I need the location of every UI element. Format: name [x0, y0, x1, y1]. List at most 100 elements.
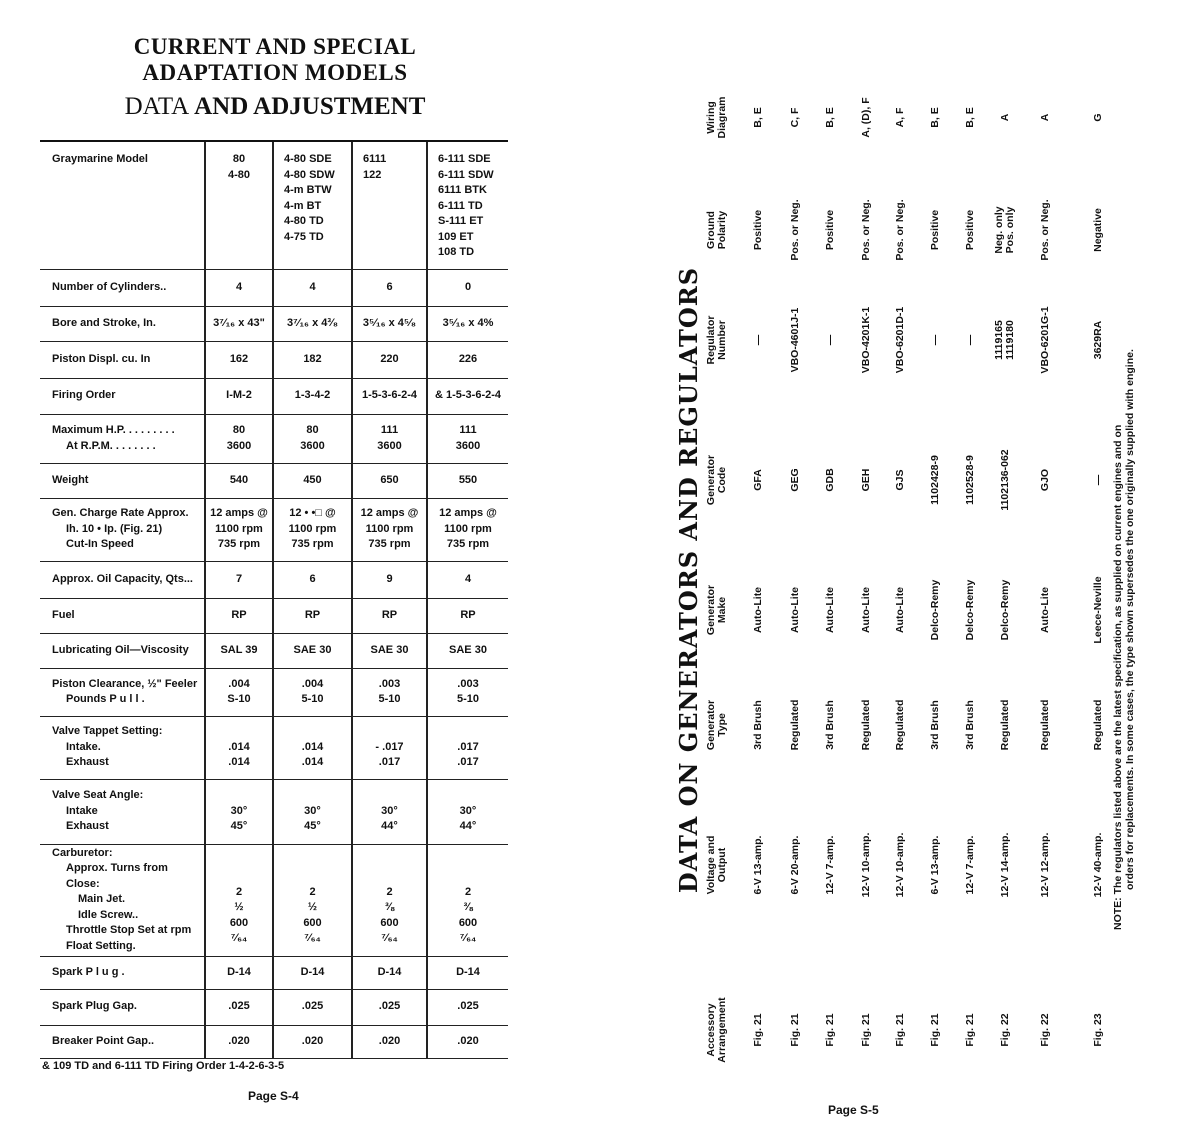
spec-value: & 1-5-3-6-2-4	[426, 377, 508, 414]
cell-line: —	[928, 334, 941, 346]
cell-line: Auto-Lite	[1038, 586, 1051, 634]
cell-line: B, E	[751, 107, 764, 128]
spec-value: 4	[204, 268, 273, 306]
cell-line: 12-V 40-amp.	[1091, 832, 1104, 898]
generator-cell: 6-V 13-amp.	[743, 790, 773, 940]
spec-label-line: Valve Seat Angle:	[52, 789, 144, 802]
spec-value-line: 2	[464, 885, 472, 898]
spec-value: .025	[351, 988, 427, 1025]
spec-value-line: 2	[386, 885, 393, 898]
spec-value-line: 2	[309, 885, 316, 898]
spec-value: 111 3600	[351, 413, 427, 463]
spec-value-line: 182	[303, 352, 322, 365]
spec-value-line: 3600	[300, 439, 325, 452]
spec-value-line: .003	[457, 677, 479, 690]
cell-line: 1119180	[1004, 320, 1016, 360]
spec-value: 80 4-80	[204, 140, 273, 269]
spec-value-line: 226	[458, 352, 478, 365]
cell-line: Pos. or Neg.	[893, 199, 906, 261]
spec-row: Number of Cylinders.. 4 4 6 0	[40, 268, 508, 306]
generator-header-cell: Accessory Arrangement	[702, 950, 732, 1110]
spec-value-line	[274, 724, 351, 740]
generator-cell: Fig. 21	[815, 950, 845, 1110]
spec-value-line	[428, 788, 508, 804]
spec-value-line: D-14	[300, 965, 325, 978]
spec-value-line: 6111 BTK	[438, 184, 487, 196]
generator-cell: Auto-Lite	[780, 550, 810, 670]
generator-row: Fig. 21 12-V 7-amp. 3rd Brush Delco-Remy 110…	[955, 70, 985, 1110]
spec-value-line: 735 rpm	[291, 538, 334, 551]
generator-cell: C, F	[780, 70, 810, 165]
cell-line: Auto-Lite	[751, 586, 764, 634]
spec-value-line: .004	[228, 677, 250, 690]
title-line-2: ADAPTATION MODELS	[142, 60, 408, 85]
spec-value-line: SAL 39	[220, 643, 258, 656]
spec-value-line: D-14	[227, 965, 251, 978]
generator-cell: Fig. 22	[990, 950, 1020, 1110]
spec-value-line: ⅜	[463, 901, 473, 913]
cell-line: Regulated	[1038, 699, 1051, 751]
spec-row: Breaker Point Gap.. .020 .020 .020 .020	[40, 1024, 508, 1059]
cell-line: Regulated	[998, 699, 1011, 751]
spec-value-line: ⁷⁄₆₄	[381, 932, 398, 944]
spec-value-line: ⁷⁄₆₄	[459, 932, 477, 944]
generator-cell: VBO-4601J-1	[780, 270, 810, 410]
generator-cell: Fig. 21	[955, 950, 985, 1110]
generator-cell: Positive	[743, 180, 773, 280]
engine-spec-table: Graymarine Model 80 4-80 4-80 SDE 4-80 SDW 4-…	[40, 140, 508, 1059]
generator-cell: —	[743, 270, 773, 410]
spec-value: 162	[204, 340, 273, 378]
spec-label-line: Firing Order	[52, 389, 116, 402]
cell-line: Make	[716, 596, 728, 624]
spec-value-line: 6	[309, 572, 316, 585]
spec-value-line: 4	[464, 572, 472, 585]
cell-line: C, F	[788, 107, 801, 128]
table-note: NOTE: The regulators listed above are th…	[1112, 230, 1136, 930]
spec-value-line: 4-m BT	[284, 199, 322, 212]
generator-cell: Fig. 21	[743, 950, 773, 1110]
cell-line: Delco-Remy	[963, 579, 976, 641]
footnote: & 109 TD and 6-111 TD Firing Order 1-4-2…	[42, 1060, 285, 1072]
cell-line: 6-V 20-amp.	[788, 835, 801, 895]
spec-value: 220	[351, 340, 427, 378]
spec-value-line: 1100 rpm	[444, 522, 492, 535]
spec-value-line: .004	[301, 677, 324, 690]
generator-cell: Regulated	[780, 660, 810, 790]
spec-value: RP	[204, 597, 273, 633]
spec-value-line: 111	[459, 424, 477, 436]
cell-line: 1102428-9	[928, 455, 941, 505]
spec-value-line: .017	[457, 740, 479, 753]
spec-value: D-14	[426, 955, 508, 989]
spec-value: - .017 .017	[351, 715, 427, 779]
spec-value: RP	[426, 597, 508, 633]
spec-value: .020	[272, 1024, 352, 1059]
spec-value: 9	[351, 560, 427, 598]
spec-value-line: 80	[232, 424, 246, 436]
spec-value-line: .025	[378, 1000, 401, 1013]
generator-cell: Delco-Remy	[920, 550, 950, 670]
spec-value-line	[428, 854, 508, 870]
spec-value-line: 30°	[230, 804, 248, 817]
spec-value: 650	[351, 462, 427, 498]
cell-line: 12-V 12-amp.	[1038, 832, 1051, 898]
spec-value-line: 5-10	[301, 693, 324, 705]
generator-cell: Auto-Lite	[815, 550, 845, 670]
cell-line: Auto-Lite	[893, 586, 906, 634]
cell-line: B, E	[928, 107, 941, 128]
spec-value: 80 3600	[204, 413, 273, 463]
generator-cell: Fig. 21	[780, 950, 810, 1110]
generator-cell: GJO	[1030, 410, 1060, 550]
spec-label-line: Approx. Oil Capacity, Qts...	[52, 572, 193, 585]
spec-value-line: 4-80 SDE	[284, 153, 332, 165]
spec-value: .025	[272, 988, 352, 1025]
spec-value-line: 3⁷⁄₁₆ x 4³⁄₈	[286, 316, 339, 329]
spec-label-line: Weight	[52, 473, 89, 486]
spec-row: Firing Order I-M-2 1-3-4-2 1-5-3-6-2-4 & 1-5…	[40, 377, 508, 414]
title-line-1: CURRENT AND SPECIAL	[133, 34, 417, 59]
spec-value-line	[206, 788, 272, 804]
generator-cell: Auto-Lite	[1030, 550, 1060, 670]
cell-line: GEH	[859, 468, 872, 492]
generator-cell: Positive	[920, 180, 950, 280]
title-adjustment-words: AND ADJUSTMENT	[194, 93, 426, 120]
cell-line: Fig. 23	[1091, 1013, 1104, 1047]
